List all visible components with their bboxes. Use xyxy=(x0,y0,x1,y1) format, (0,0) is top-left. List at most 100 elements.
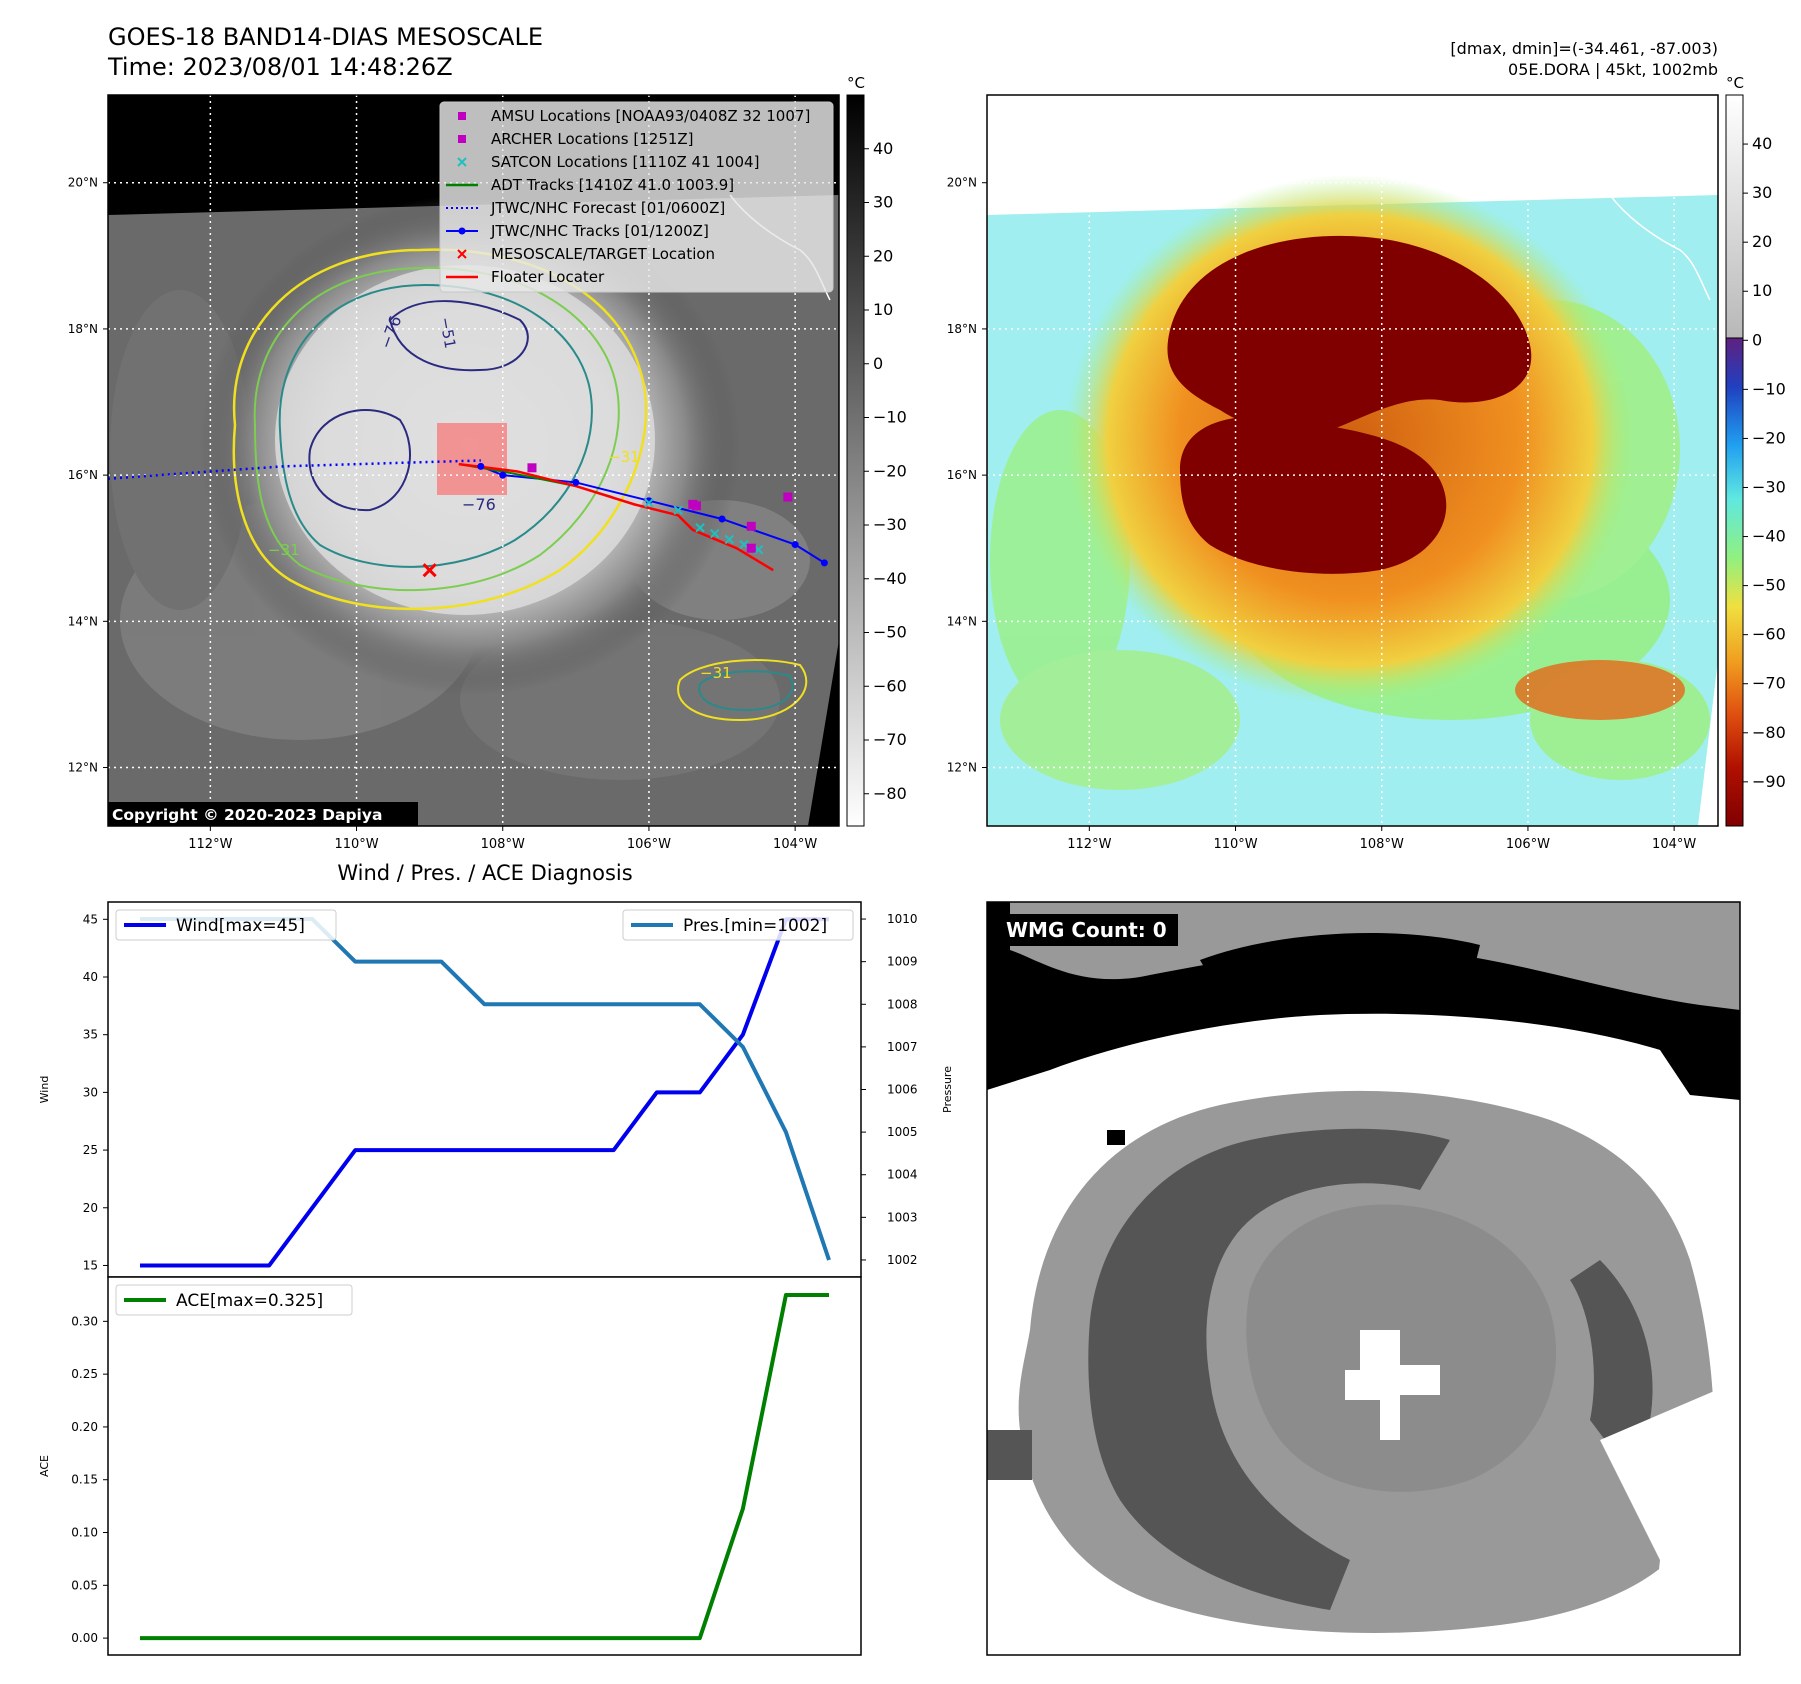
ir-colorbar-ticks: 40 30 20 10 0 −10 −20 −30 −40 −50 −60 −70 −80 −90 xyxy=(1743,134,1786,791)
y-right-tick-label: 1002 xyxy=(887,1253,918,1267)
colorbar-tick-label: −70 xyxy=(1752,674,1786,693)
wmg-panel: WMG Count: 0 xyxy=(986,901,1741,1656)
contour-navy-north xyxy=(388,300,529,372)
legend-label: JTWC/NHC Tracks [01/1200Z] xyxy=(490,222,709,240)
ace-chart: 0.00 0.05 0.10 0.15 0.20 0.25 0.30 ACE ACE[max=0… xyxy=(38,1276,862,1656)
colorbar-tick-label: 10 xyxy=(873,300,893,319)
wmg-count-box xyxy=(996,914,1178,946)
colorbar-tick-label: −40 xyxy=(873,569,907,588)
contour-teal xyxy=(278,283,593,568)
satcon-point xyxy=(739,539,749,550)
floater-box xyxy=(437,423,507,495)
storm-info: 05E.DORA | 45kt, 1002mb xyxy=(1508,60,1718,79)
jtwc-track-point xyxy=(477,462,485,470)
map-axis-labels: 20°N 18°N 16°N 14°N 12°N 112°W 110°W 108°W 106°W… xyxy=(68,176,818,852)
y-tick-label: 0.10 xyxy=(71,1526,98,1540)
y-tick-label: 0.05 xyxy=(71,1578,98,1592)
legend-label: Floater Locater xyxy=(491,268,605,286)
legend-label: MESOSCALE/TARGET Location xyxy=(491,245,715,263)
colorbar-tick-label: −50 xyxy=(873,623,907,642)
y-right-tick-label: 1004 xyxy=(887,1168,918,1182)
copyright-box xyxy=(108,802,418,826)
jtwc-forecast-track xyxy=(108,459,481,481)
y-tick-label: 45 xyxy=(83,912,98,926)
ir-core-north xyxy=(1167,235,1532,434)
colorbar-tick-label: −70 xyxy=(873,730,907,749)
y-tick-label: 35 xyxy=(83,1028,98,1042)
satcon-point xyxy=(710,528,720,539)
jtwc-track-point xyxy=(820,559,828,567)
map-colorbar xyxy=(846,94,865,827)
colorbar-tick-label: 20 xyxy=(873,246,893,265)
contour-label: −76 xyxy=(462,495,496,514)
amsu-point xyxy=(746,521,756,531)
map-legend: AMSU Locations [NOAA93/0408Z 32 1007] ARC… xyxy=(439,101,834,293)
colorbar-tick-label: −60 xyxy=(873,676,907,695)
chart-legend-box xyxy=(115,1284,353,1316)
mesoscale-target-point xyxy=(422,563,437,578)
jtwc-track-point xyxy=(718,515,726,523)
ir-colorbar-warm xyxy=(1725,94,1744,339)
wmg-eye xyxy=(1345,1330,1440,1440)
contour-yellow xyxy=(232,248,648,611)
ir-gridlines xyxy=(987,95,1718,826)
colorbar-tick-label: 30 xyxy=(1752,183,1772,202)
amsu-point xyxy=(527,463,537,473)
lat-tick-label: 16°N xyxy=(68,468,98,482)
jtwc-track-point xyxy=(791,541,799,549)
lon-tick-label: 104°W xyxy=(773,837,817,852)
legend-label: ARCHER Locations [1251Z] xyxy=(491,130,694,148)
y-right-tick-label: 1005 xyxy=(887,1125,918,1139)
satcon-point xyxy=(673,505,683,515)
chart-legend-box xyxy=(115,909,337,941)
lat-tick-label: 12°N xyxy=(947,761,977,775)
lon-tick-label: 104°W xyxy=(1652,837,1696,852)
colorbar-tick-label: 30 xyxy=(873,193,893,212)
wmg-count-label: WMG Count: 0 xyxy=(1006,918,1167,942)
lat-tick-label: 18°N xyxy=(947,322,977,336)
y-tick-label: 0.20 xyxy=(71,1420,98,1434)
y-axis-label: ACE xyxy=(38,1455,51,1477)
map-colorbar-ticks: 40 30 20 10 0 −10 −20 −30 −40 −50 −60 −70 −80 xyxy=(864,139,907,803)
colorbar-tick-label: −60 xyxy=(1752,625,1786,644)
y-tick-label: 0.30 xyxy=(71,1314,98,1328)
satcon-point xyxy=(644,498,654,508)
lon-tick-label: 110°W xyxy=(1213,837,1257,852)
y-tick-label: 0.00 xyxy=(71,1631,98,1645)
colorbar-tick-label: −10 xyxy=(1752,379,1786,398)
contour-green xyxy=(253,266,620,592)
contour-yellow-se xyxy=(677,659,808,722)
lon-tick-label: 106°W xyxy=(627,837,671,852)
map-colorbar-unit: °C xyxy=(847,74,865,92)
lat-tick-label: 18°N xyxy=(68,322,98,336)
contour-navy-south xyxy=(308,409,411,512)
lat-tick-label: 14°N xyxy=(68,614,98,628)
colorbar-tick-label: −90 xyxy=(1752,772,1786,791)
y-tick-label: 25 xyxy=(83,1143,98,1157)
colorbar-tick-label: 0 xyxy=(1752,330,1762,349)
chart-legend-label: ACE[max=0.325] xyxy=(176,1291,323,1311)
y-tick-label: 30 xyxy=(83,1085,98,1099)
y-tick-label: 15 xyxy=(83,1258,98,1272)
copyright-text: Copyright © 2020-2023 Dapiya xyxy=(112,806,382,824)
chart-legend-label: Wind[max=45] xyxy=(176,916,305,936)
colorbar-tick-label: −40 xyxy=(1752,527,1786,546)
y-right-tick-label: 1006 xyxy=(887,1083,918,1097)
y-right-axis-label: Pressure xyxy=(941,1066,954,1113)
wind-pressure-chart: 15 20 25 30 35 40 45 Wind 1002 1003 1004 1005 1006 10… xyxy=(38,901,954,1278)
jtwc-track-point xyxy=(572,478,580,486)
ir-colorbar-cold xyxy=(1725,337,1744,827)
contour-label: −51 xyxy=(436,316,459,350)
colorbar-tick-label: −20 xyxy=(873,461,907,480)
contour-label: −31 xyxy=(700,664,732,682)
ir-colorbar-unit: °C xyxy=(1726,74,1744,92)
colorbar-tick-label: 10 xyxy=(1752,281,1772,300)
y-right-tick-label: 1010 xyxy=(887,912,918,926)
colorbar-tick-label: −30 xyxy=(1752,477,1786,496)
colorbar-tick-label: 40 xyxy=(873,139,893,158)
figure-title: GOES-18 BAND14-DIAS MESOSCALE xyxy=(108,23,543,51)
colorbar-tick-label: 40 xyxy=(1752,134,1772,153)
amsu-point xyxy=(746,543,756,553)
colorbar-tick-label: −80 xyxy=(873,784,907,803)
